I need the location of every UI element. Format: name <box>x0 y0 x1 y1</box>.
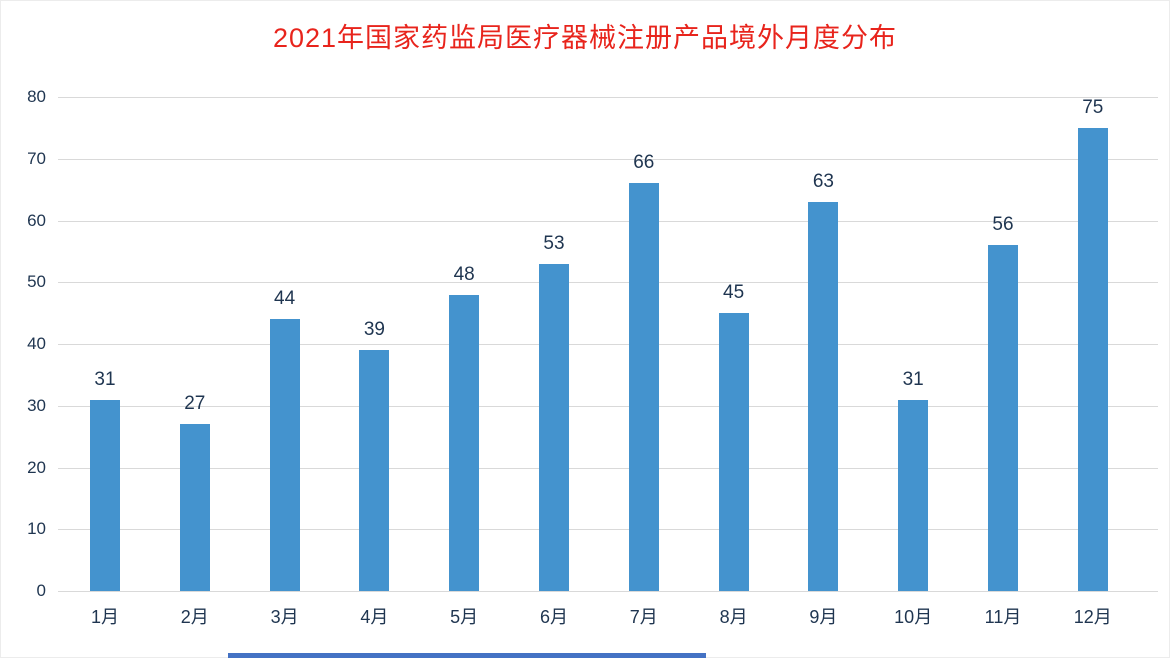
data-label: 31 <box>94 368 116 390</box>
gridline <box>58 97 1158 98</box>
data-label: 31 <box>902 368 924 390</box>
x-axis-tick-label: 8月 <box>719 607 748 627</box>
y-axis-tick-label: 10 <box>27 519 46 539</box>
y-axis-tick-label: 80 <box>27 87 46 106</box>
gridline <box>58 220 1158 222</box>
y-axis-tick-label: 70 <box>27 148 46 168</box>
data-label: 48 <box>453 263 475 285</box>
bar-2月 <box>179 424 210 591</box>
bar-10月 <box>898 399 929 591</box>
y-axis-tick-label: 40 <box>27 334 46 353</box>
x-axis-tick-label: 11月 <box>984 607 1022 627</box>
y-axis-tick-label: 60 <box>27 210 46 230</box>
y-axis-tick-label: 20 <box>27 457 46 477</box>
x-axis-tick-label: 7月 <box>629 607 658 627</box>
data-label: 39 <box>363 319 385 341</box>
y-axis-tick-label: 0 <box>36 581 46 600</box>
gridline <box>58 344 1158 345</box>
data-label: 53 <box>543 232 565 254</box>
gridline <box>58 529 1158 531</box>
bar-11月 <box>988 245 1018 591</box>
bar-1月 <box>90 399 120 591</box>
gridline <box>58 405 1158 407</box>
bar-8月 <box>718 313 749 591</box>
y-axis-tick-label: 50 <box>27 272 46 292</box>
data-label: 44 <box>274 288 296 310</box>
x-axis-tick-label: 4月 <box>360 607 389 627</box>
x-axis-tick-label: 1月 <box>90 607 119 627</box>
gridline <box>58 467 1158 469</box>
x-axis-tick-label: 6月 <box>539 607 568 627</box>
x-axis-tick-label: 3月 <box>270 607 299 627</box>
y-axis-tick-label: 30 <box>27 395 46 415</box>
gridline <box>58 158 1158 160</box>
x-axis-tick-label: 9月 <box>809 607 838 627</box>
bar-3月 <box>269 319 300 591</box>
bar-12月 <box>1077 127 1108 591</box>
x-axis-tick-label: 10月 <box>894 607 933 627</box>
chart-title: 2021年国家药监局医疗器械注册产品境外月度分布 <box>272 23 898 53</box>
data-label: 45 <box>723 282 745 304</box>
bar-6月 <box>539 263 569 591</box>
data-label: 75 <box>1082 96 1104 118</box>
bar-5月 <box>449 294 480 591</box>
bar-4月 <box>359 350 390 591</box>
x-axis-tick-label: 5月 <box>450 607 479 627</box>
bar-9月 <box>808 201 839 591</box>
bar-7月 <box>628 183 659 591</box>
data-label: 56 <box>992 214 1014 236</box>
x-axis-tick-label: 12月 <box>1073 607 1112 627</box>
gridline <box>58 282 1158 284</box>
x-axis-tick-label: 2月 <box>180 607 209 627</box>
data-label: 63 <box>812 170 834 192</box>
bottom-blue-strip <box>228 653 706 658</box>
gridline <box>58 591 1158 592</box>
data-label: 66 <box>633 152 655 174</box>
data-label: 27 <box>184 393 206 415</box>
